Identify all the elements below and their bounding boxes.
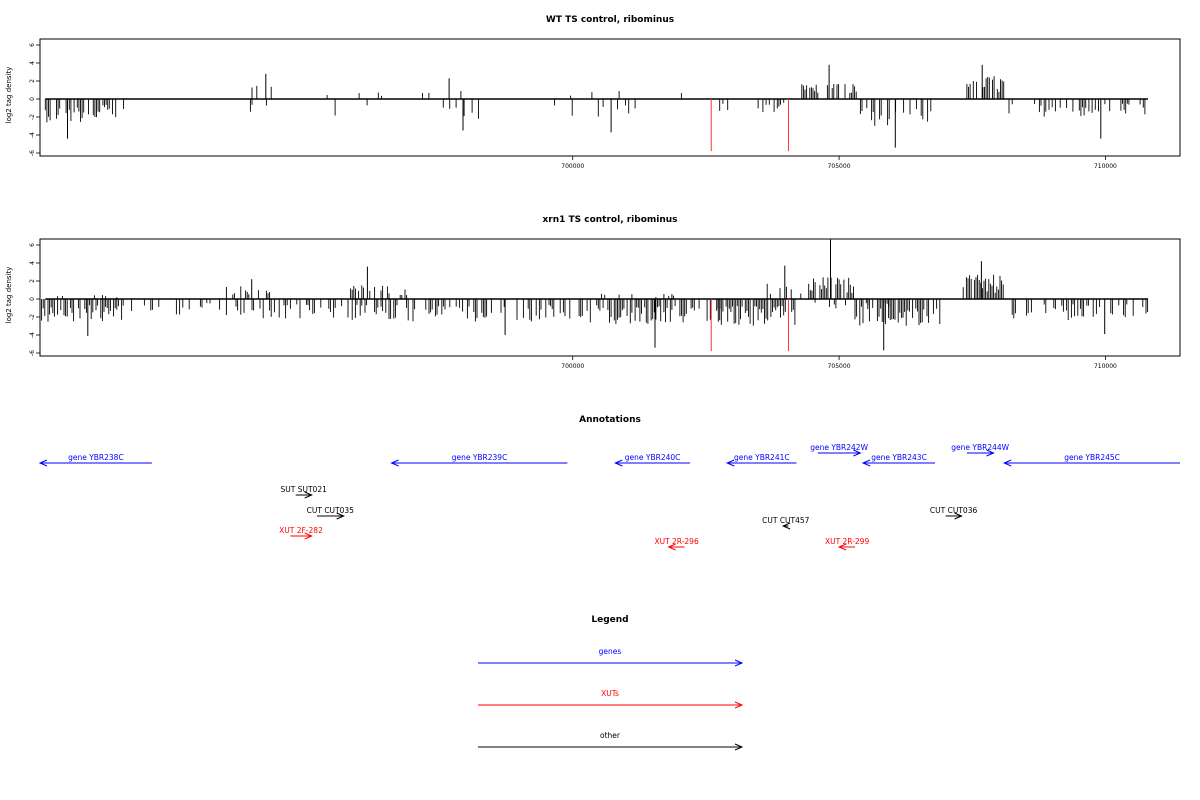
x-tick-label: 705000 xyxy=(828,363,851,370)
y-tick-label: -6 xyxy=(29,150,36,156)
legend-label: other xyxy=(600,731,621,740)
legend-arrowhead xyxy=(734,743,744,751)
legend-label: genes xyxy=(599,647,622,656)
y-tick-label: 2 xyxy=(29,79,36,83)
y-tick-label: -6 xyxy=(29,350,36,356)
legend-title: Legend xyxy=(591,615,628,625)
feature-arrowhead xyxy=(725,459,735,467)
wt-density-panel: WT TS control, ribominus log2 tag densit… xyxy=(5,15,1181,170)
feature-arrowhead xyxy=(336,512,345,520)
feature-arrowhead xyxy=(304,491,313,499)
feature-label: CUT CUT036 xyxy=(930,506,978,515)
x-tick-label: 710000 xyxy=(1094,363,1117,370)
plot-frame xyxy=(39,238,1181,357)
feature-label: gene YBR241C xyxy=(734,453,790,462)
feature-arrowhead xyxy=(837,543,847,551)
feature-label: gene YBR245C xyxy=(1064,453,1120,462)
feature-label: gene YBR244W xyxy=(951,443,1009,452)
y-tick-label: 2 xyxy=(29,279,36,283)
legend-arrowhead xyxy=(734,659,744,667)
y-tick-label: -4 xyxy=(29,132,36,138)
feature-label: gene YBR243C xyxy=(871,453,927,462)
feature-label: XUT 2F-282 xyxy=(279,526,323,535)
y-tick-label: 0 xyxy=(29,97,36,101)
legend-items: genes XUTs other xyxy=(478,647,744,751)
y-tick-label: 6 xyxy=(29,243,36,247)
wt-density-bars xyxy=(44,64,1149,152)
feature-arrowhead xyxy=(390,459,399,467)
legend: Legend genes XUTs other xyxy=(478,615,744,751)
plot-frame xyxy=(39,38,1181,157)
xrn1-axes: -6 -4 -2 0 2 4 6 700000 705000 710000 xyxy=(29,238,1181,370)
annotation-features: gene YBR238C gene YBR239C gene YBR240C gene… xyxy=(38,443,1180,551)
y-tick-label: -2 xyxy=(29,314,36,320)
y-tick-label: 6 xyxy=(29,43,36,47)
feature-arrowhead xyxy=(614,459,623,467)
legend-label: XUTs xyxy=(601,689,619,698)
feature-label: XUT 2R-296 xyxy=(654,537,699,546)
y-tick-label: 0 xyxy=(29,297,36,301)
xrn1-panel-title: xrn1 TS control, ribominus xyxy=(542,215,677,225)
xrn1-y-axis-label: log2 tag density xyxy=(5,267,13,324)
y-tick-label: 4 xyxy=(29,61,36,65)
feature-label: XUT 2R-299 xyxy=(825,537,870,546)
x-tick-label: 700000 xyxy=(561,363,584,370)
x-tick-label: 710000 xyxy=(1094,163,1117,170)
y-tick-label: -4 xyxy=(29,332,36,338)
wt-panel-title: WT TS control, ribominus xyxy=(546,15,674,25)
feature-label: gene YBR240C xyxy=(625,453,681,462)
xrn1-density-bars xyxy=(39,239,1149,352)
feature-arrowhead xyxy=(861,459,871,467)
x-tick-label: 705000 xyxy=(828,163,851,170)
feature-arrowhead xyxy=(1002,459,1012,467)
x-tick-label: 700000 xyxy=(561,163,584,170)
feature-arrowhead xyxy=(853,449,862,457)
feature-label: gene YBR239C xyxy=(452,453,508,462)
annotations-title: Annotations xyxy=(579,415,641,425)
feature-label: CUT CUT457 xyxy=(762,516,810,525)
legend-arrowhead xyxy=(734,701,744,709)
wt-y-axis-label: log2 tag density xyxy=(5,67,13,124)
feature-arrowhead xyxy=(986,449,995,457)
y-tick-label: -2 xyxy=(29,114,36,120)
xrn1-density-panel: xrn1 TS control, ribominus log2 tag dens… xyxy=(5,215,1181,370)
feature-label: CUT CUT035 xyxy=(307,506,355,515)
annotations-track: Annotations gene YBR238C gene YBR239C gene… xyxy=(38,415,1180,551)
feature-arrowhead xyxy=(781,522,791,530)
feature-label: SUT SUT021 xyxy=(281,485,328,494)
feature-arrowhead xyxy=(667,543,676,551)
feature-arrowhead xyxy=(38,459,48,467)
feature-label: gene YBR242W xyxy=(810,443,868,452)
y-tick-label: 4 xyxy=(29,261,36,265)
feature-label: gene YBR238C xyxy=(68,453,124,462)
wt-axes: -6 -4 -2 0 2 4 6 700000 705000 710000 xyxy=(29,38,1181,170)
feature-arrowhead xyxy=(304,532,313,540)
feature-arrowhead xyxy=(954,512,963,520)
